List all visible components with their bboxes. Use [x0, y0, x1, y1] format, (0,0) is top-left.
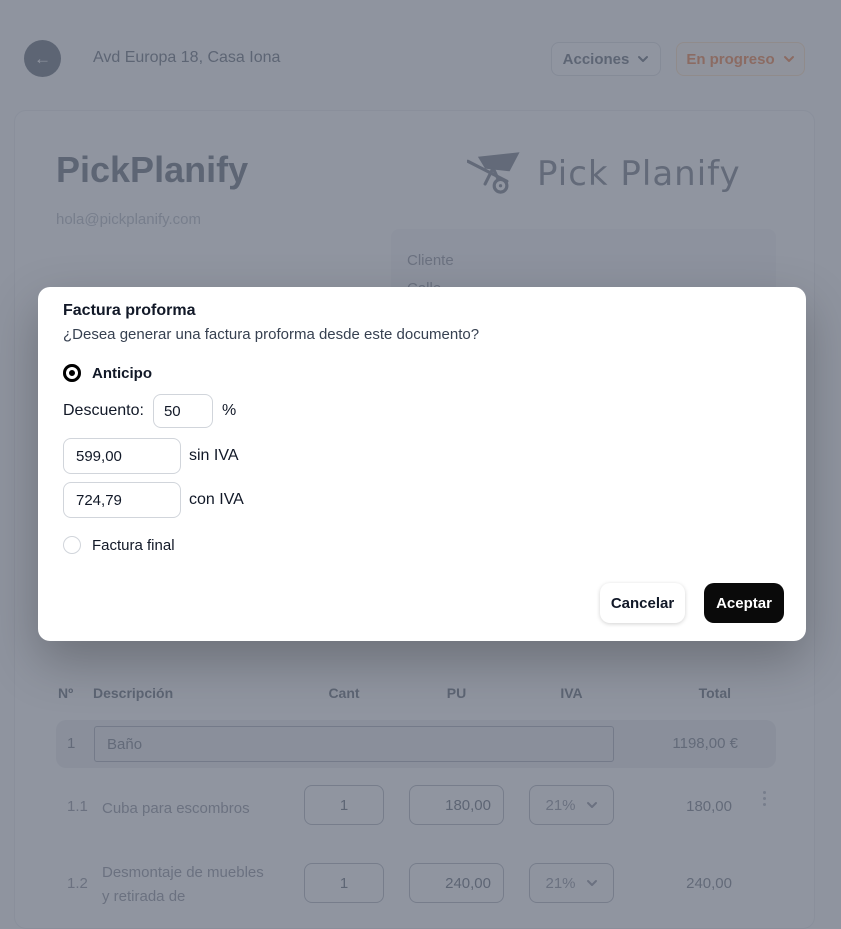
discount-label: Descuento:	[63, 402, 144, 419]
option-anticipo[interactable]: Anticipo	[63, 364, 152, 382]
discount-suffix: %	[221, 402, 237, 419]
option-anticipo-label: Anticipo	[92, 364, 152, 382]
amount-ex-vat-label: sin IVA	[189, 447, 239, 464]
radio-unselected-icon[interactable]	[63, 536, 81, 554]
amount-ex-vat-row: sin IVA	[63, 438, 239, 474]
amount-inc-vat-row: con IVA	[63, 482, 244, 518]
modal-subtitle: ¿Desea generar una factura proforma desd…	[63, 326, 480, 343]
modal-title: Factura proforma	[63, 302, 196, 319]
discount-input[interactable]	[152, 394, 213, 428]
discount-row: Descuento: %	[63, 394, 236, 428]
amount-ex-vat-input[interactable]	[63, 438, 181, 474]
cancel-button[interactable]: Cancelar	[600, 583, 685, 623]
proforma-modal: Factura proforma ¿Desea generar una fact…	[38, 287, 806, 641]
option-factura-final-label: Factura final	[92, 536, 175, 554]
radio-selected-icon[interactable]	[63, 364, 81, 382]
option-factura-final[interactable]: Factura final	[63, 536, 175, 554]
accept-button[interactable]: Aceptar	[704, 583, 784, 623]
amount-inc-vat-input[interactable]	[63, 482, 181, 518]
amount-inc-vat-label: con IVA	[189, 491, 244, 508]
